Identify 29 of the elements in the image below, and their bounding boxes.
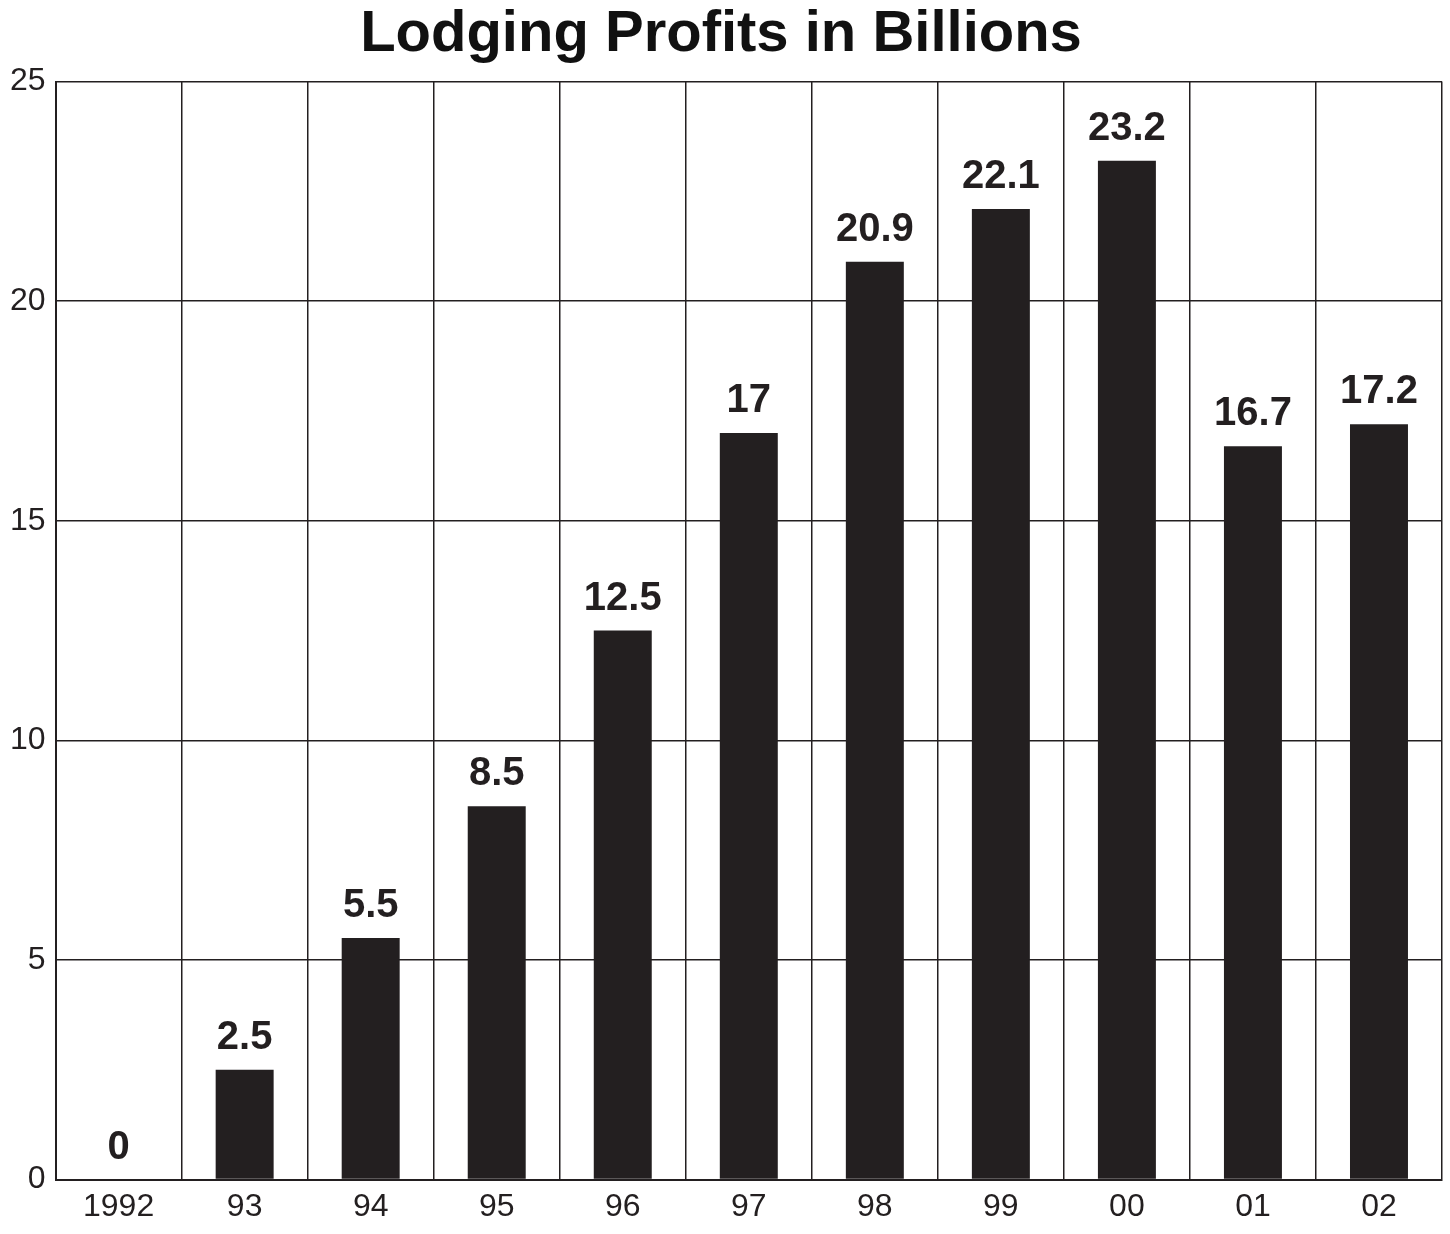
x-tick-label: 94 bbox=[352, 1186, 389, 1223]
x-tick-label: 98 bbox=[857, 1186, 893, 1223]
y-tick-label: 10 bbox=[10, 720, 46, 757]
x-tick-label: 1992 bbox=[83, 1186, 155, 1223]
data-label: 20.9 bbox=[835, 204, 914, 249]
data-label: 2.5 bbox=[216, 1012, 273, 1057]
data-label: 12.5 bbox=[583, 573, 662, 618]
x-tick-label: 97 bbox=[731, 1186, 767, 1223]
y-tick-label: 15 bbox=[10, 500, 46, 537]
x-tick-label: 99 bbox=[983, 1186, 1019, 1223]
y-tick-label: 0 bbox=[27, 1159, 46, 1196]
data-label: 17 bbox=[726, 375, 772, 420]
data-label: 23.2 bbox=[1087, 103, 1166, 148]
y-tick-label: 20 bbox=[10, 281, 46, 318]
chart-title: Lodging Profits in Billions bbox=[360, 0, 1082, 63]
data-label: 16.7 bbox=[1214, 389, 1292, 434]
y-tick-label: 25 bbox=[10, 61, 46, 98]
data-label: 17.2 bbox=[1340, 367, 1418, 412]
data-label: 8.5 bbox=[468, 749, 525, 794]
x-tick-label: 00 bbox=[1109, 1186, 1145, 1223]
x-tick-label: 02 bbox=[1361, 1186, 1397, 1223]
x-tick-label: 01 bbox=[1235, 1186, 1271, 1223]
x-tick-label: 93 bbox=[226, 1186, 263, 1223]
data-label: 5.5 bbox=[342, 881, 399, 926]
data-label: 0 bbox=[107, 1122, 130, 1167]
x-tick-label: 95 bbox=[478, 1186, 515, 1223]
x-tick-label: 96 bbox=[604, 1186, 641, 1223]
y-tick-label: 5 bbox=[27, 939, 46, 976]
data-label: 22.1 bbox=[961, 152, 1040, 196]
